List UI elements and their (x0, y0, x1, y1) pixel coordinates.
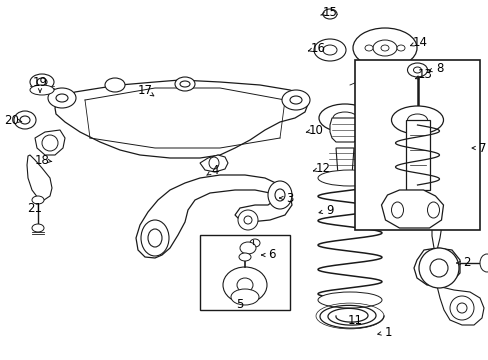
Text: 16: 16 (310, 41, 325, 54)
Ellipse shape (230, 289, 259, 305)
Ellipse shape (30, 74, 54, 90)
Ellipse shape (380, 45, 388, 51)
Text: 19: 19 (32, 76, 47, 89)
Ellipse shape (239, 253, 250, 261)
Ellipse shape (249, 239, 260, 247)
Ellipse shape (208, 157, 219, 169)
Polygon shape (329, 118, 359, 142)
Ellipse shape (282, 90, 309, 110)
Ellipse shape (449, 296, 473, 320)
Ellipse shape (32, 196, 44, 204)
Polygon shape (200, 155, 227, 172)
Ellipse shape (427, 202, 439, 218)
Ellipse shape (237, 278, 252, 292)
Polygon shape (413, 248, 459, 286)
Ellipse shape (323, 45, 336, 55)
Text: 4: 4 (211, 163, 218, 176)
Ellipse shape (317, 170, 381, 186)
Ellipse shape (356, 66, 412, 98)
Ellipse shape (318, 104, 370, 132)
Ellipse shape (391, 202, 403, 218)
Bar (200, 235, 289, 310)
Ellipse shape (479, 254, 488, 272)
Ellipse shape (323, 9, 336, 19)
Ellipse shape (48, 88, 76, 108)
Text: 15: 15 (322, 5, 337, 18)
Ellipse shape (180, 81, 190, 87)
Text: 18: 18 (35, 153, 49, 166)
Polygon shape (35, 130, 65, 155)
Ellipse shape (267, 181, 291, 209)
Ellipse shape (413, 67, 421, 73)
Text: 12: 12 (315, 162, 330, 175)
Ellipse shape (429, 259, 447, 277)
Ellipse shape (30, 85, 54, 95)
Ellipse shape (289, 96, 302, 104)
Polygon shape (335, 148, 353, 175)
Ellipse shape (42, 135, 58, 151)
Text: 8: 8 (435, 62, 443, 75)
Text: 20: 20 (4, 113, 20, 126)
Ellipse shape (418, 248, 458, 288)
Text: 11: 11 (347, 314, 362, 327)
Ellipse shape (105, 78, 125, 92)
Ellipse shape (396, 45, 404, 51)
Ellipse shape (391, 106, 443, 134)
Text: 10: 10 (308, 123, 323, 136)
Text: 9: 9 (325, 203, 333, 216)
Text: 1: 1 (384, 325, 391, 338)
Ellipse shape (317, 292, 381, 308)
Ellipse shape (37, 78, 47, 86)
Ellipse shape (407, 63, 427, 77)
Ellipse shape (370, 74, 398, 90)
Polygon shape (55, 80, 307, 158)
Polygon shape (436, 286, 483, 325)
Ellipse shape (56, 94, 68, 102)
Ellipse shape (223, 267, 266, 303)
Ellipse shape (32, 224, 44, 232)
Text: 13: 13 (417, 68, 431, 81)
Ellipse shape (364, 45, 372, 51)
Ellipse shape (240, 242, 256, 254)
Polygon shape (136, 175, 291, 258)
Ellipse shape (238, 210, 258, 230)
Ellipse shape (407, 114, 427, 126)
Text: 5: 5 (236, 298, 243, 311)
Text: 2: 2 (462, 256, 470, 270)
Bar (405, 120, 428, 190)
Polygon shape (431, 220, 441, 250)
Bar (354, 60, 479, 230)
Ellipse shape (352, 28, 416, 68)
Ellipse shape (456, 303, 466, 313)
Text: 3: 3 (286, 192, 293, 204)
Ellipse shape (274, 189, 285, 201)
Ellipse shape (244, 216, 251, 224)
Ellipse shape (313, 39, 346, 61)
Ellipse shape (14, 111, 36, 129)
Ellipse shape (332, 112, 356, 124)
Ellipse shape (175, 77, 195, 91)
Polygon shape (27, 155, 52, 200)
Text: 17: 17 (137, 84, 152, 96)
Ellipse shape (148, 229, 162, 247)
Ellipse shape (141, 220, 169, 256)
Ellipse shape (20, 116, 30, 124)
Text: 6: 6 (268, 248, 275, 261)
Polygon shape (381, 190, 443, 228)
Text: 14: 14 (412, 36, 427, 49)
Text: 7: 7 (478, 141, 486, 154)
Ellipse shape (372, 40, 396, 56)
Text: 21: 21 (27, 202, 42, 215)
